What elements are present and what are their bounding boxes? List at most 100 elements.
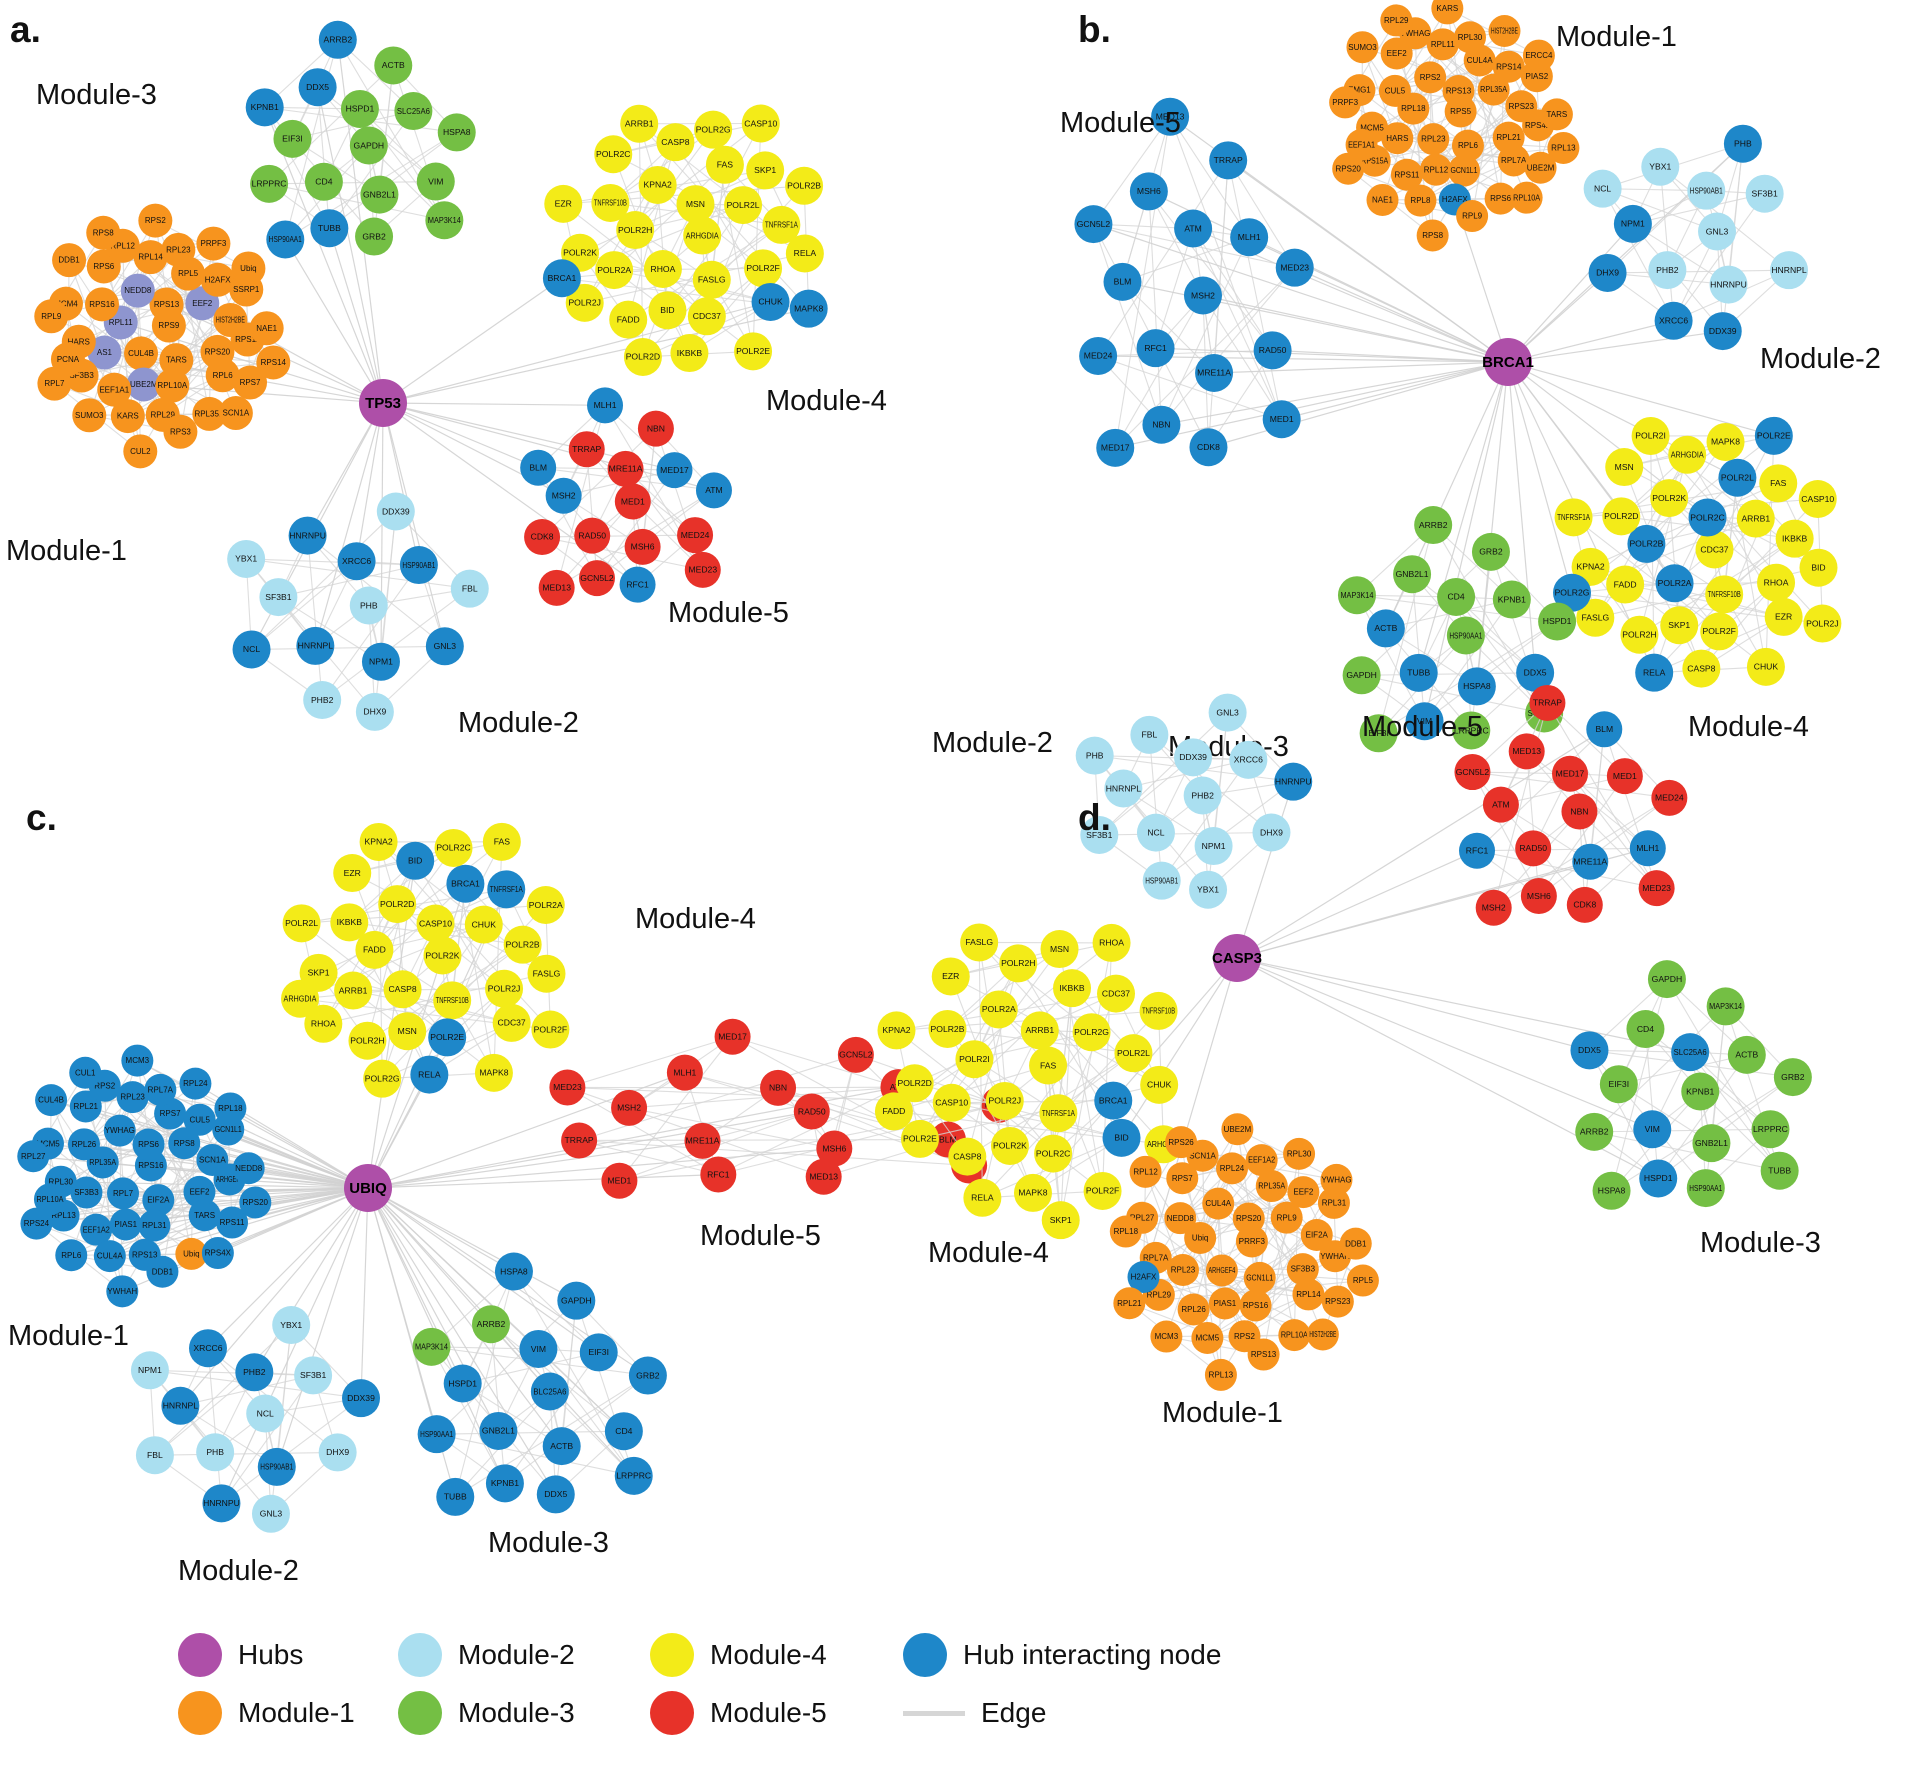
node-label: YBX1 (1649, 162, 1671, 172)
node-label: NAE1 (256, 324, 277, 333)
node-HSP90AA1 (1446, 616, 1485, 655)
node-MED1 (1262, 400, 1301, 439)
node-label: TUBB (444, 1492, 467, 1502)
hub-edge (1272, 349, 1509, 363)
legend-item-edge: Edge (903, 1690, 1046, 1736)
edge (1424, 621, 1558, 722)
node-RPS24 (20, 1207, 53, 1240)
legend-label-module1: Module-1 (238, 1697, 355, 1728)
node-label: PHB (1086, 750, 1104, 760)
edge (702, 1110, 812, 1142)
node-label: CASP10 (935, 1098, 968, 1108)
node-MRE11A (684, 1122, 721, 1159)
node-label: RPL35A (1258, 1182, 1286, 1191)
node-RPL24 (1216, 1152, 1249, 1185)
node-label: RPL27 (21, 1152, 46, 1161)
node-POLR2H (1620, 615, 1659, 654)
node-label: RPS2 (1420, 73, 1441, 82)
node-label: GNB2L1 (1396, 569, 1429, 579)
node-label: CASP10 (1801, 494, 1834, 504)
edge (778, 1086, 899, 1089)
node-XRCC6 (337, 542, 376, 581)
node-RPL23 (1417, 123, 1450, 156)
node-label: POLR2G (1555, 588, 1590, 598)
node-label: YBX1 (1197, 884, 1219, 894)
node-RPS2 (138, 203, 173, 238)
node-RPL10A (33, 1183, 66, 1216)
node-FASLG (960, 923, 999, 962)
node-label: GCN5L2 (1456, 767, 1490, 777)
node-KPNA2 (359, 822, 398, 861)
node-label: HNRNPU (1710, 279, 1747, 289)
node-label: RPL23 (1171, 1266, 1196, 1275)
node-label: RPL10A (1513, 193, 1541, 202)
node-label: DDB1 (58, 256, 80, 265)
node-MLH1 (1230, 218, 1269, 257)
hub-edge (360, 1187, 369, 1399)
node-NBN (760, 1069, 797, 1106)
node-ARRB2 (318, 20, 357, 59)
node-label: HSP90AA1 (420, 1429, 453, 1439)
node-label: POLR2E (1757, 431, 1791, 441)
node-label: PHB2 (243, 1367, 266, 1377)
node-label: SF3B1 (300, 1370, 326, 1380)
node-label: TNFRSF1A (1042, 1108, 1075, 1118)
node-label: MAPK8 (1018, 1188, 1047, 1198)
node-MSH6 (624, 528, 661, 565)
node-label: RPL6 (1458, 141, 1479, 150)
node-label: BID (1114, 1133, 1128, 1143)
node-label: GNB2L1 (1695, 1138, 1728, 1148)
node-label: TUBB (1407, 668, 1430, 678)
node-label: DDB1 (152, 1267, 174, 1276)
node-POLR2C (1688, 498, 1727, 537)
node-POLR2I (955, 1040, 994, 1079)
node-label: MED1 (1270, 414, 1294, 424)
node-label: MAPK8 (1711, 437, 1740, 447)
node-label: CASP8 (388, 984, 416, 994)
node-CASP8 (1682, 649, 1721, 688)
node-HSPA8 (1457, 667, 1496, 706)
node-label: Ubiq (1192, 1234, 1208, 1243)
edge (951, 987, 1073, 1104)
node-label: MED24 (1655, 793, 1684, 803)
node-PIAS1 (109, 1208, 142, 1241)
node-POLR2K (990, 1126, 1029, 1165)
node-PHB2 (235, 1353, 274, 1392)
edge (1477, 847, 1648, 852)
node-label: POLR2J (1806, 618, 1838, 628)
node-label: RPL35A (89, 1158, 117, 1167)
node-label: LRPPRC (1454, 725, 1489, 735)
node-label: RFC1 (1466, 845, 1489, 855)
edge (1094, 755, 1249, 761)
edge (251, 560, 357, 650)
node-label: BLM (529, 462, 547, 472)
node-label: PHB (360, 600, 378, 610)
node-label: TARS (166, 356, 187, 365)
node-MED24 (1079, 336, 1118, 375)
node-HNRNPL (161, 1386, 200, 1425)
node-label: FADD (617, 314, 640, 324)
node-RELA (785, 234, 824, 273)
edge (1657, 1076, 1794, 1179)
node-label: KPNB1 (1498, 594, 1526, 604)
node-ATM (695, 472, 732, 509)
node-MED13 (1151, 97, 1190, 136)
node-label: HNRNPL (163, 1401, 199, 1411)
hub-edge (1122, 281, 1509, 363)
node-label: Ubiq (183, 1250, 199, 1259)
node-label: KPNA2 (644, 180, 672, 190)
hub-edge (314, 402, 384, 647)
node-label: IKBKB (1782, 533, 1808, 543)
edge (614, 267, 764, 271)
node-label: FAS (494, 837, 511, 847)
edge (567, 1036, 733, 1088)
node-label: RPL21 (1496, 133, 1521, 142)
module-label: Module-4 (766, 385, 887, 417)
node-label: YWHAG (105, 1126, 135, 1135)
edge (537, 467, 598, 579)
node-label: AS1 (97, 348, 113, 357)
node-label: DDX5 (1578, 1045, 1601, 1055)
node-label: POLR2E (430, 1032, 464, 1042)
hub-edge (1161, 361, 1509, 426)
module-label: Module-5 (1060, 107, 1181, 139)
